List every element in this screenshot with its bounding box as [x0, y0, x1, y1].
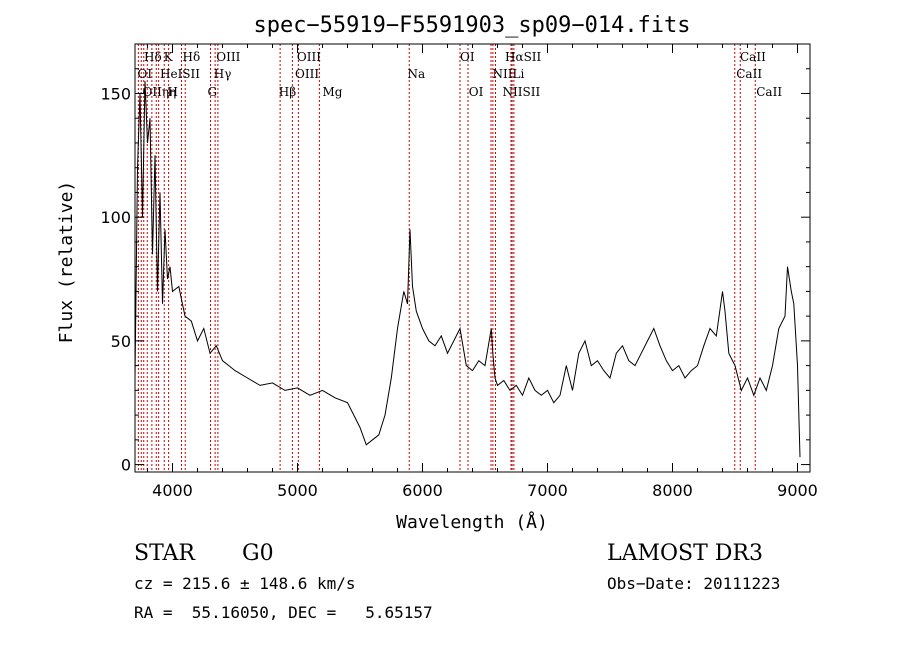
line-label: Hβ — [279, 85, 296, 99]
chart-title: spec−55919−F5591903_sp09−014.fits — [253, 13, 690, 38]
emission-lines — [137, 44, 756, 472]
survey-name: LAMOST DR3 — [607, 541, 763, 566]
x-tick-label: 6000 — [402, 481, 443, 500]
line-label: CaII — [740, 50, 766, 64]
line-label: HαSII — [505, 50, 542, 64]
x-tick-label: 5000 — [277, 481, 318, 500]
flux-series — [134, 81, 801, 458]
line-label: Mg — [323, 85, 343, 99]
x-axis-label: Wavelength (Å) — [396, 511, 548, 533]
line-label: OI — [460, 50, 475, 64]
obs-date: Obs−Date: 20111223 — [607, 574, 780, 593]
plot-frame — [134, 43, 811, 473]
line-label: OI — [469, 85, 484, 99]
y-tick-label: 0 — [121, 456, 131, 475]
line-label: G — [208, 85, 218, 99]
line-label: Hδ — [144, 50, 162, 64]
y-axis-label: Flux (relative) — [56, 181, 77, 344]
line-label: OI — [138, 67, 153, 81]
line-label: CaII — [756, 85, 782, 99]
object-class: STAR — [134, 541, 196, 566]
x-tick-label: 9000 — [777, 481, 818, 500]
line-label: OIII — [297, 50, 321, 64]
y-tick-label: 100 — [100, 208, 131, 227]
line-label: K — [164, 50, 174, 64]
line-label: OIII — [295, 67, 319, 81]
subclass: G0 — [242, 541, 274, 566]
axes: 4000 5000 6000 7000 8000 9000 0 50 100 150 — [100, 43, 818, 500]
line-label: HeISII — [160, 67, 200, 81]
line-label: CaII — [736, 67, 762, 81]
cz-value: cz = 215.6 ± 148.6 km/s — [134, 574, 356, 593]
line-label: Hγ — [214, 67, 232, 81]
line-label: Na — [408, 67, 426, 81]
x-tick-label: 4000 — [152, 481, 193, 500]
y-tick-label: 150 — [100, 84, 131, 103]
x-tick-label: 8000 — [652, 481, 693, 500]
line-label: Hδ — [183, 50, 201, 64]
series-line-flux — [134, 81, 801, 458]
x-tick-label: 7000 — [527, 481, 568, 500]
line-label: OIII — [216, 50, 240, 64]
line-label: Li — [513, 67, 525, 81]
line-label: OIIηη — [143, 85, 177, 99]
coordinates: RA = 55.16050, DEC = 5.65157 — [134, 603, 433, 622]
y-tick-label: 50 — [111, 332, 131, 351]
line-label: NII — [493, 67, 513, 81]
line-label: H — [168, 85, 178, 99]
line-label: NIISII — [503, 85, 541, 99]
